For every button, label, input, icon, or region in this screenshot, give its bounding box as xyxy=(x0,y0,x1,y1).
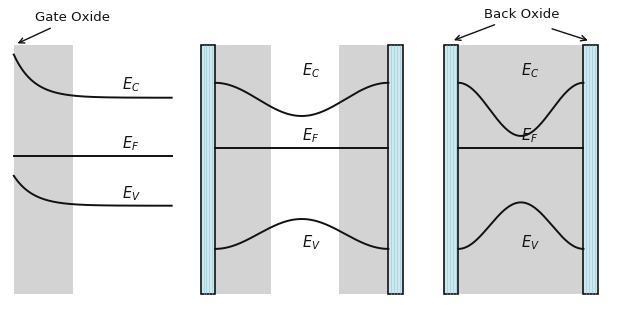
Text: $E_F$: $E_F$ xyxy=(302,126,319,145)
Text: $E_F$: $E_F$ xyxy=(122,135,139,153)
Text: $E_V$: $E_V$ xyxy=(122,184,141,203)
Text: Gate Oxide: Gate Oxide xyxy=(19,11,111,43)
Bar xyxy=(339,45,388,294)
Bar xyxy=(444,45,458,294)
Text: $E_F$: $E_F$ xyxy=(521,126,538,145)
Bar xyxy=(458,45,583,294)
Bar xyxy=(388,45,402,294)
Bar xyxy=(215,45,271,294)
Text: $E_V$: $E_V$ xyxy=(521,233,540,252)
Text: Back Oxide: Back Oxide xyxy=(455,8,559,40)
Bar xyxy=(583,45,598,294)
Text: $E_C$: $E_C$ xyxy=(521,62,539,80)
Bar xyxy=(201,45,215,294)
Text: $E_V$: $E_V$ xyxy=(302,233,320,252)
Text: $E_C$: $E_C$ xyxy=(302,62,320,80)
Text: $E_C$: $E_C$ xyxy=(122,75,141,94)
Bar xyxy=(14,45,73,294)
